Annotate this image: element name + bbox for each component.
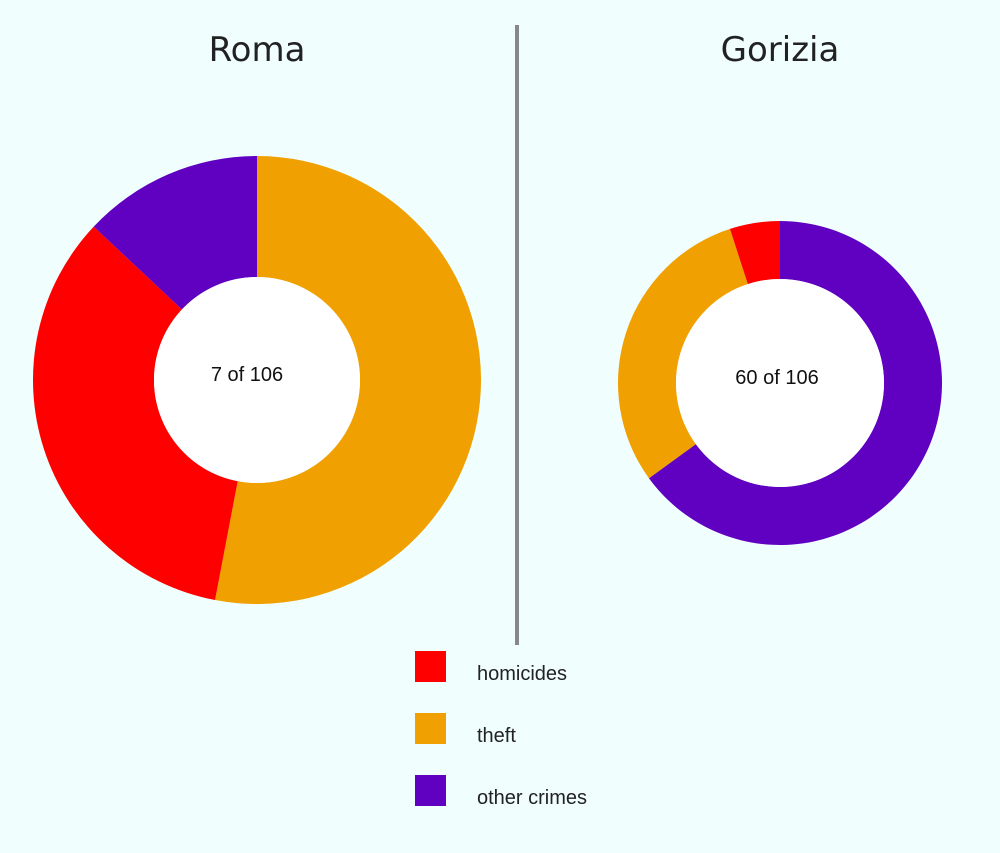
slice-homicides-gorizia	[729, 221, 780, 285]
legend-swatch-other-crimes	[415, 775, 446, 806]
legend-label-theft: theft	[477, 725, 516, 747]
legend-swatch-homicides	[415, 651, 446, 682]
donut-hole	[676, 279, 884, 487]
donut-gorizia	[618, 221, 942, 545]
slice-other-crimes-gorizia	[648, 221, 942, 545]
center-label-gorizia: 60 of 106	[735, 367, 818, 389]
center-label-roma: 7 of 106	[211, 364, 283, 386]
slice-theft-gorizia	[618, 228, 748, 479]
donut-hole	[154, 277, 360, 483]
slice-homicides-roma	[32, 226, 238, 601]
chart-title-gorizia: Gorizia	[720, 30, 840, 70]
legend-label-other-crimes: other crimes	[477, 787, 588, 809]
chart-divider	[515, 25, 519, 645]
donut-roma	[32, 156, 481, 604]
slice-theft-roma	[215, 156, 481, 604]
chart-title-roma: Roma	[208, 30, 306, 70]
legend-swatch-theft	[415, 713, 446, 744]
slice-other-crimes-roma	[93, 156, 257, 310]
legend-label-homicides: homicides	[477, 663, 568, 685]
